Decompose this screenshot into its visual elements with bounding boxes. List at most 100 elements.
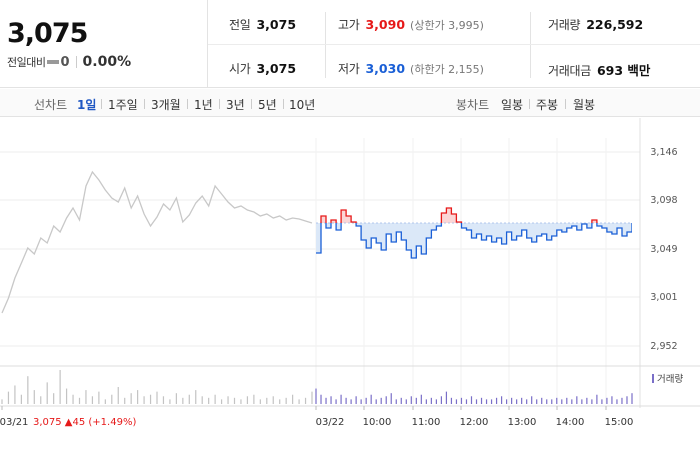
prev-close-value: 3,075 (256, 17, 297, 32)
volume-bar (390, 393, 392, 404)
volume-bar (561, 399, 563, 404)
grid-lines (0, 118, 641, 408)
x-tick-label: 10:00 (363, 417, 392, 428)
volume-bar (240, 399, 242, 404)
volume-bar (220, 399, 223, 404)
volume-bar (298, 399, 300, 404)
volume-bar (586, 397, 588, 404)
daily-candle-tab[interactable]: 일봉 (501, 98, 524, 112)
period-1day-tab[interactable]: 1일 (77, 98, 97, 112)
volume-bar (59, 370, 61, 404)
period-3year-tab[interactable]: 3년 (226, 98, 245, 112)
period-5year-tab[interactable]: 5년 (258, 98, 277, 112)
line-chart-label: 선차트 (34, 98, 68, 112)
flat-change-icon (47, 60, 60, 64)
volume-bar (576, 396, 578, 404)
price-plot (1, 170, 632, 314)
divider (530, 12, 531, 78)
volume-bar (571, 399, 573, 404)
intraday-price-chart: 3,146 3,098 3,049 3,001 2,952 거래량 03/21 03/22… (0, 118, 700, 428)
volume-bar (40, 396, 42, 404)
volume-bar (340, 394, 342, 404)
volume-bar (33, 390, 35, 404)
volume-bar (292, 394, 294, 404)
monthly-candle-tab[interactable]: 월봉 (573, 98, 596, 112)
volume-bar (365, 397, 367, 404)
open-label: 시가 (229, 62, 251, 76)
volume-bar (315, 388, 317, 404)
volume-bar (27, 376, 29, 404)
volume-legend: 거래량 (652, 373, 683, 385)
high-value: 3,090 (365, 17, 406, 32)
divider (565, 99, 566, 109)
volume-bar (395, 399, 397, 404)
volume-bar (385, 396, 387, 404)
period-1week-tab[interactable]: 1주일 (108, 98, 138, 112)
volume-bar (596, 394, 598, 404)
volume-bar (14, 385, 16, 404)
volume-cell: 거래량 226,592 (548, 16, 643, 33)
period-3month-tab[interactable]: 3개월 (151, 98, 181, 112)
change-label: 전일대비 (7, 56, 46, 69)
y-tick-label: 3,098 (650, 195, 677, 206)
amount-label: 거래대금 (548, 64, 591, 78)
x-tick-label: 15:00 (605, 417, 634, 428)
amount-cell: 거래대금 693 백만 (548, 60, 650, 79)
x-tick-label: 12:00 (460, 417, 489, 428)
volume-bar (546, 399, 548, 404)
volume-bar (601, 399, 603, 404)
previous-day-summary-text: 3,075 ▲45 (+1.49%) (33, 417, 136, 428)
volume-bar (143, 396, 145, 404)
volume-bar (162, 396, 165, 404)
prev-close-label: 전일 (229, 18, 251, 32)
volume-bar (490, 399, 493, 404)
volume-bar (616, 399, 618, 404)
volume-bar (511, 397, 513, 404)
period-1year-tab[interactable]: 1년 (194, 98, 213, 112)
period-10year-tab[interactable]: 10년 (289, 98, 316, 112)
volume-bar (440, 396, 442, 404)
volume-bar (182, 397, 184, 404)
volume-bar (53, 393, 55, 404)
volume-bar (311, 391, 313, 404)
volume-bar (104, 399, 106, 404)
volume-bar (85, 390, 87, 404)
volume-bar (531, 396, 533, 404)
divider (208, 44, 700, 45)
candle-chart-label: 봉차트 (456, 98, 490, 112)
volume-bar (470, 396, 473, 404)
volume-bar (405, 399, 407, 404)
weekly-candle-tab[interactable]: 주봉 (536, 98, 559, 112)
low-value: 3,030 (365, 61, 406, 76)
volume-bar (435, 399, 437, 404)
volume-plot (1, 370, 633, 404)
volume-bar (350, 399, 352, 404)
volume-bar (266, 397, 268, 404)
divider (101, 99, 102, 109)
divider (283, 99, 284, 109)
volume-bar (370, 394, 372, 404)
x-tick-label: 13:00 (508, 417, 537, 428)
volume-bar (285, 397, 287, 404)
volume-bar (606, 397, 608, 404)
previous-day-price-line (1, 170, 313, 314)
volume-bar (124, 397, 126, 404)
volume-bar (78, 397, 81, 404)
chart-period-bar: 선차트 1일 1주일 3개월 1년 3년 5년 10년 봉차트 일봉 주봉 월봉 (0, 89, 700, 117)
volume-bar (130, 393, 132, 404)
volume-bar (551, 399, 553, 404)
volume-bar (460, 397, 463, 404)
volume-bar (330, 396, 332, 404)
x-tick-label: 03/21 (0, 417, 28, 428)
volume-bar (335, 399, 337, 404)
open-cell: 시가 3,075 (229, 60, 296, 77)
volume-bar (72, 394, 74, 404)
change-row: 전일대비 0 0.00% (7, 54, 131, 70)
volume-bar (149, 394, 152, 404)
volume-bar (495, 397, 498, 404)
volume-bar (445, 391, 448, 404)
divider (219, 99, 220, 109)
volume-bar (169, 399, 171, 404)
divider (251, 99, 252, 109)
volume-bar (117, 387, 119, 404)
